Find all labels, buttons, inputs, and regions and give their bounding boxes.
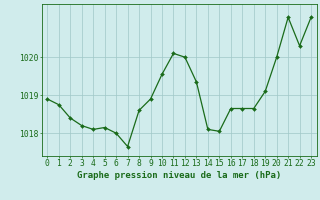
X-axis label: Graphe pression niveau de la mer (hPa): Graphe pression niveau de la mer (hPa) <box>77 171 281 180</box>
